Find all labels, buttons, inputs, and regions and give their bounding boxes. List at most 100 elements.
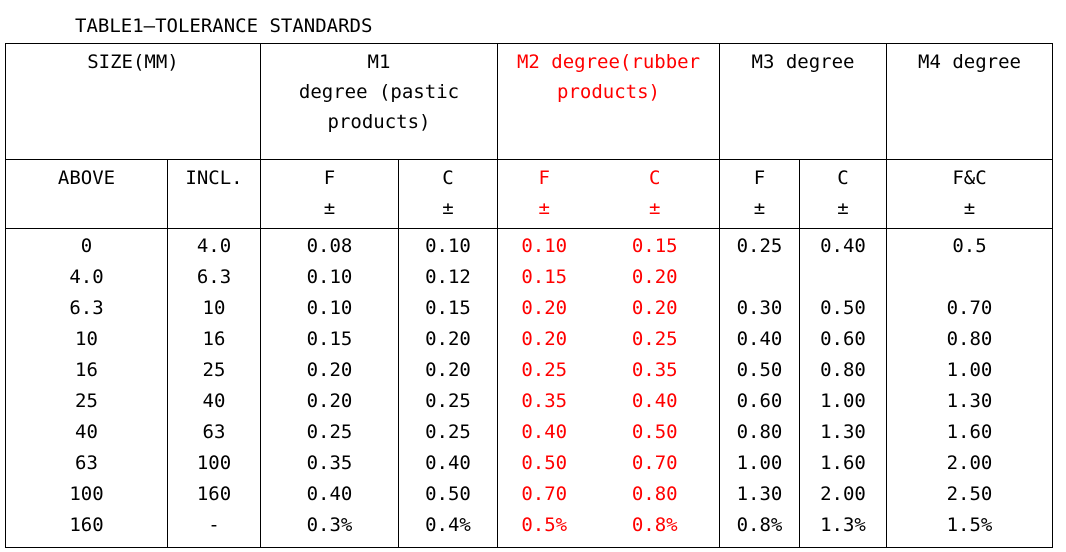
table-head: SIZE(MM) M1 degree (pastic products) M2 degr… bbox=[5, 43, 1053, 229]
table-body: 0 4.0 0.08 0.10 0.10 0.15 0.25 0.40 0.5 4.0 6.3 0.1… bbox=[5, 228, 1053, 548]
table-cell: 0.08 bbox=[260, 228, 399, 262]
table-cell: 0.15 bbox=[497, 262, 591, 293]
table-row: 6.3 10 0.10 0.15 0.20 0.20 0.30 0.50 0.70 bbox=[5, 293, 1053, 324]
table-cell: 0.50 bbox=[590, 417, 720, 448]
table-cell: 0.25 bbox=[719, 228, 800, 262]
table-cell: 1.3% bbox=[799, 510, 887, 548]
table-cell: 25 bbox=[5, 386, 168, 417]
subheader-label: ABOVE bbox=[57, 167, 116, 189]
table-cell: 160 bbox=[5, 510, 168, 548]
table-cell: 0.30 bbox=[719, 293, 800, 324]
table-row: 25 40 0.20 0.25 0.35 0.40 0.60 1.00 1.30 bbox=[5, 386, 1053, 417]
table-cell bbox=[719, 262, 800, 293]
subheader: C ± bbox=[590, 159, 720, 229]
table-cell: 0.12 bbox=[398, 262, 498, 293]
table-cell: 0.20 bbox=[260, 355, 399, 386]
table-cell: 1.00 bbox=[719, 448, 800, 479]
subheader: F ± bbox=[719, 159, 800, 229]
table-cell: 0.20 bbox=[398, 355, 498, 386]
table-cell: 6.3 bbox=[167, 262, 261, 293]
table-cell: 0.80 bbox=[590, 479, 720, 510]
table-cell: 4.0 bbox=[5, 262, 168, 293]
subheader-sign: ± bbox=[753, 197, 766, 219]
table-row: 4.0 6.3 0.10 0.12 0.15 0.20 bbox=[5, 262, 1053, 293]
table-cell: 4.0 bbox=[167, 228, 261, 262]
table-cell: 0.50 bbox=[497, 448, 591, 479]
subheader: F ± bbox=[260, 159, 399, 229]
table-cell: 0.50 bbox=[398, 479, 498, 510]
group-header: M2 degree(rubber products) bbox=[497, 43, 720, 160]
table-cell: 0.5% bbox=[497, 510, 591, 548]
table-cell: 1.60 bbox=[799, 448, 887, 479]
table-cell: 0.25 bbox=[398, 417, 498, 448]
table-cell: 1.30 bbox=[886, 386, 1053, 417]
table-row: 0 4.0 0.08 0.10 0.10 0.15 0.25 0.40 0.5 bbox=[5, 228, 1053, 262]
table-cell: 2.50 bbox=[886, 479, 1053, 510]
table-cell: 0.80 bbox=[719, 417, 800, 448]
table-cell: 0.10 bbox=[260, 293, 399, 324]
subheader-sign: ± bbox=[538, 197, 550, 219]
table-cell: 0.25 bbox=[260, 417, 399, 448]
header-line: M3 degree bbox=[751, 51, 855, 73]
table-cell: 16 bbox=[5, 355, 168, 386]
table-cell: 0.20 bbox=[590, 293, 720, 324]
table-cell: 0.40 bbox=[719, 324, 800, 355]
table-cell: 0.35 bbox=[497, 386, 591, 417]
table-cell: - bbox=[167, 510, 261, 548]
table-cell: 0.70 bbox=[886, 293, 1053, 324]
table-cell: 100 bbox=[167, 448, 261, 479]
table-cell: 0.60 bbox=[719, 386, 800, 417]
table-cell: 2.00 bbox=[886, 448, 1053, 479]
table-cell: 0.40 bbox=[398, 448, 498, 479]
group-header: M4 degree bbox=[886, 43, 1053, 160]
table-cell: 1.60 bbox=[886, 417, 1053, 448]
table-cell: 0.15 bbox=[590, 228, 720, 262]
subheader-sign: ± bbox=[323, 197, 336, 219]
group-header: SIZE(MM) bbox=[5, 43, 261, 160]
table-cell: 100 bbox=[5, 479, 168, 510]
table-cell: 63 bbox=[5, 448, 168, 479]
table-cell: 0.35 bbox=[590, 355, 720, 386]
table-title: TABLE1—TOLERANCE STANDARDS bbox=[75, 15, 373, 37]
subheader: ABOVE bbox=[5, 159, 168, 229]
table-cell: 1.00 bbox=[886, 355, 1053, 386]
subheader-sign: ± bbox=[649, 197, 661, 219]
table-row: 40 63 0.25 0.25 0.40 0.50 0.80 1.30 1.60 bbox=[5, 417, 1053, 448]
table-cell: 0.25 bbox=[398, 386, 498, 417]
table-cell: 40 bbox=[167, 386, 261, 417]
subheader: INCL. bbox=[167, 159, 261, 229]
header-line: M1 bbox=[367, 51, 391, 73]
subheader-label: C bbox=[837, 167, 849, 189]
subheader: F ± bbox=[497, 159, 591, 229]
group-header: M3 degree bbox=[719, 43, 887, 160]
table-cell: 0.50 bbox=[799, 293, 887, 324]
group-row: SIZE(MM) M1 degree (pastic products) M2 degr… bbox=[5, 43, 1053, 160]
subheader-label: C bbox=[442, 167, 454, 189]
table-row: 100 160 0.40 0.50 0.70 0.80 1.30 2.00 2.50 bbox=[5, 479, 1053, 510]
subheader-sign: ± bbox=[963, 197, 976, 219]
table-cell bbox=[886, 262, 1053, 293]
subheader-sign: ± bbox=[442, 197, 454, 219]
header-line: degree (pastic bbox=[298, 81, 460, 103]
subheader-label: INCL. bbox=[185, 167, 243, 189]
table-cell: 0.10 bbox=[497, 228, 591, 262]
table-cell: 0.40 bbox=[497, 417, 591, 448]
table-cell: 0.5 bbox=[886, 228, 1053, 262]
header-line: M2 degree(rubber bbox=[516, 51, 701, 73]
table-cell: 10 bbox=[5, 324, 168, 355]
subheader-label: F bbox=[753, 167, 766, 189]
table-cell: 0.25 bbox=[590, 324, 720, 355]
header-line: M4 degree bbox=[918, 51, 1021, 73]
table-cell: 0.60 bbox=[799, 324, 887, 355]
subheader: C ± bbox=[799, 159, 887, 229]
table-cell: 16 bbox=[167, 324, 261, 355]
table-cell: 0.20 bbox=[497, 293, 591, 324]
table-cell: 0.50 bbox=[719, 355, 800, 386]
subheader-label: F bbox=[538, 167, 550, 189]
subheader: C ± bbox=[398, 159, 498, 229]
table-cell: 0.40 bbox=[799, 228, 887, 262]
table-cell: 0.80 bbox=[799, 355, 887, 386]
table-cell: 1.30 bbox=[719, 479, 800, 510]
table-cell: 2.00 bbox=[799, 479, 887, 510]
